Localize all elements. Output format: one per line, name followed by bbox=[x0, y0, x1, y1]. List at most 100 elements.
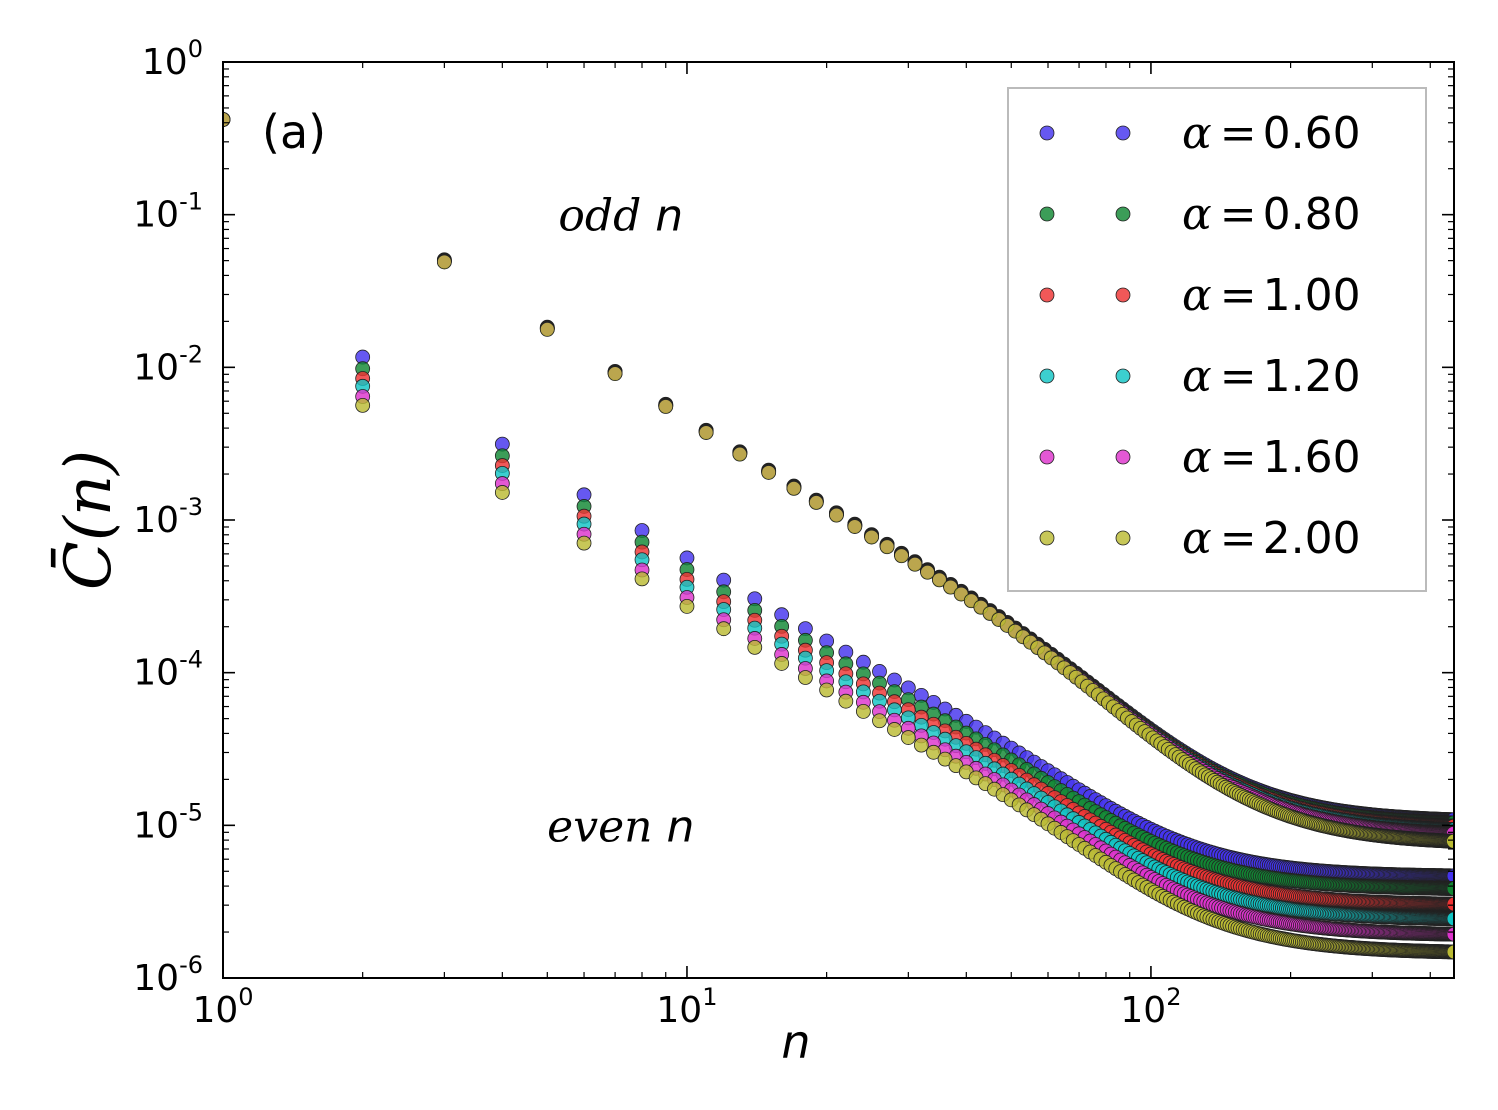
data-point bbox=[1446, 881, 1454, 896]
data-point bbox=[926, 744, 941, 760]
legend-marker bbox=[1039, 287, 1055, 303]
series-2-00 bbox=[223, 112, 1454, 960]
legend-marker bbox=[1115, 530, 1131, 546]
legend-entry-2-00: α = 2.00 bbox=[1039, 513, 1361, 564]
legend-alpha-symbol: α bbox=[1182, 513, 1212, 564]
data-point bbox=[761, 465, 777, 480]
y-tick-label: 10-2 bbox=[133, 340, 203, 388]
legend-entry-1-00: α = 1.00 bbox=[1039, 270, 1361, 321]
legend-marker bbox=[1039, 125, 1055, 141]
data-point bbox=[576, 535, 592, 551]
x-tick-base: 10 bbox=[656, 990, 702, 1031]
legend-value: 0.80 bbox=[1263, 189, 1361, 240]
legend-marker bbox=[1039, 206, 1055, 222]
legend-alpha-symbol: α bbox=[1182, 189, 1212, 240]
legend-entry-0-80: α = 0.80 bbox=[1039, 189, 1361, 240]
legend-equals: = bbox=[1220, 351, 1257, 402]
legend-value: 1.20 bbox=[1263, 351, 1361, 402]
data-point bbox=[1446, 868, 1454, 884]
legend-alpha-symbol: α bbox=[1182, 108, 1212, 159]
annotation-even: even n bbox=[547, 801, 694, 852]
y-tick-label: 10-6 bbox=[133, 951, 203, 999]
y-tick-base: 10 bbox=[133, 805, 179, 846]
annotation-symbol: n bbox=[655, 191, 683, 242]
y-tick-exp: -2 bbox=[179, 340, 203, 368]
data-point bbox=[943, 579, 958, 595]
data-point bbox=[798, 670, 813, 685]
y-tick-base: 10 bbox=[133, 195, 179, 236]
data-point bbox=[808, 495, 824, 510]
x-tick-base: 10 bbox=[1120, 990, 1166, 1031]
y-tick-label: 10-5 bbox=[133, 798, 203, 846]
legend-marker bbox=[1039, 368, 1055, 384]
data-layer bbox=[223, 112, 1454, 960]
legend-equals: = bbox=[1220, 432, 1257, 483]
data-point bbox=[774, 656, 790, 671]
panel-label: (a) bbox=[262, 105, 326, 159]
legend-box bbox=[1007, 87, 1427, 592]
data-point bbox=[1446, 926, 1454, 942]
data-point bbox=[786, 480, 802, 496]
legend-marker bbox=[1115, 449, 1131, 465]
data-point bbox=[732, 446, 748, 462]
y-tick-label: 10-4 bbox=[133, 646, 203, 694]
legend-value: 1.60 bbox=[1263, 432, 1361, 483]
data-point bbox=[355, 397, 371, 413]
y-tick-exp: -4 bbox=[179, 646, 203, 674]
data-point bbox=[607, 366, 623, 382]
data-point bbox=[679, 599, 695, 614]
data-point bbox=[716, 621, 732, 637]
data-point bbox=[900, 730, 916, 745]
legend-equals: = bbox=[1220, 513, 1257, 564]
x-tick-label: 102 bbox=[1120, 983, 1181, 1031]
data-point bbox=[698, 425, 714, 440]
x-axis-label: n bbox=[781, 1015, 810, 1069]
data-point bbox=[937, 751, 953, 767]
legend-value: 1.00 bbox=[1263, 270, 1361, 321]
annotation-odd: odd n bbox=[558, 191, 683, 242]
legend-entry-0-60: α = 0.60 bbox=[1039, 108, 1361, 159]
x-tick-label: 100 bbox=[192, 983, 253, 1031]
data-point bbox=[436, 254, 452, 270]
data-point bbox=[658, 399, 674, 414]
data-point bbox=[855, 704, 871, 719]
legend-alpha-symbol: α bbox=[1182, 351, 1212, 402]
y-tick-exp: -1 bbox=[179, 188, 203, 216]
x-tick-exp: 1 bbox=[702, 983, 717, 1011]
legend: α = 0.60α = 0.80α = 1.00α = 1.20α = 1.60α = 2.00 bbox=[1007, 87, 1427, 592]
data-point bbox=[913, 737, 929, 753]
annotation-word: even bbox=[547, 801, 652, 852]
data-point bbox=[894, 548, 909, 564]
data-point bbox=[1446, 944, 1454, 960]
legend-entry-1-60: α = 1.60 bbox=[1039, 432, 1361, 483]
legend-value: 0.60 bbox=[1263, 108, 1361, 159]
data-point bbox=[1446, 911, 1454, 927]
legend-label: α = 0.60 bbox=[1182, 108, 1361, 159]
data-point bbox=[634, 571, 650, 587]
data-point bbox=[829, 507, 844, 523]
legend-marker bbox=[1039, 449, 1055, 465]
y-tick-base: 10 bbox=[133, 653, 179, 694]
data-point bbox=[1446, 896, 1454, 912]
data-point bbox=[931, 572, 947, 588]
data-point bbox=[838, 693, 854, 709]
y-tick-base: 10 bbox=[133, 347, 179, 388]
y-tick-base: 10 bbox=[133, 500, 179, 541]
data-point bbox=[539, 322, 555, 337]
data-point bbox=[872, 713, 887, 729]
legend-marker bbox=[1039, 530, 1055, 546]
data-point bbox=[847, 519, 863, 534]
legend-value: 2.00 bbox=[1263, 513, 1361, 564]
y-tick-label: 10-1 bbox=[133, 188, 203, 236]
legend-equals: = bbox=[1220, 270, 1257, 321]
x-tick-exp: 2 bbox=[1166, 983, 1181, 1011]
legend-marker bbox=[1115, 368, 1131, 384]
y-tick-label: 10-3 bbox=[133, 493, 203, 541]
legend-label: α = 1.20 bbox=[1182, 351, 1361, 402]
legend-marker bbox=[1115, 125, 1131, 141]
legend-marker bbox=[1115, 287, 1131, 303]
data-point bbox=[494, 485, 510, 500]
data-point bbox=[747, 639, 763, 655]
